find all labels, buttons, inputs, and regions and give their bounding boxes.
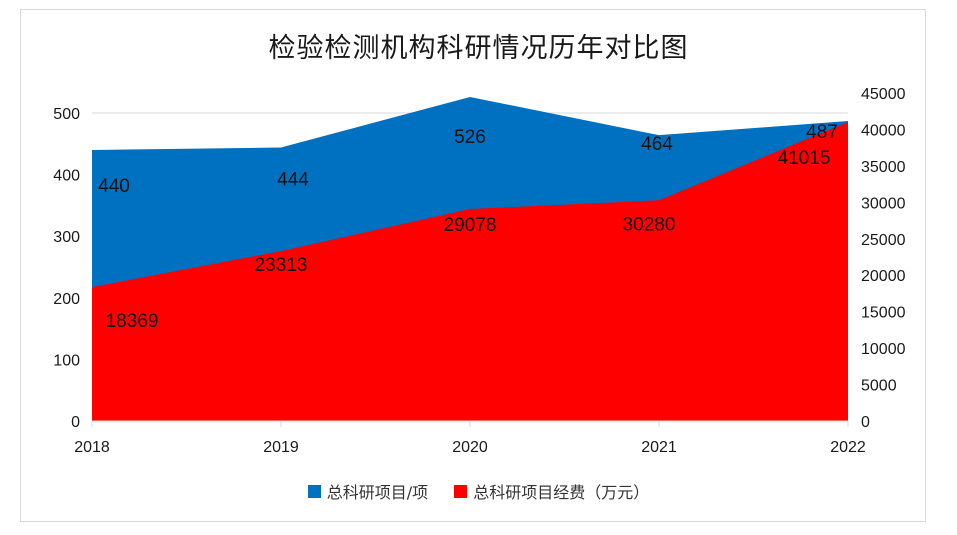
legend-item-projects[interactable]: 总科研项目/项: [307, 479, 429, 503]
y-left-tick-label: 500: [53, 106, 80, 123]
y-right-tick-label: 30000: [861, 195, 906, 212]
data-label-projects: 440: [98, 176, 130, 197]
y-right-tick-label: 45000: [861, 86, 906, 103]
y-left-tick-label: 400: [53, 168, 80, 185]
x-axis: 2018 2019 2020 2021 2022: [74, 420, 866, 456]
legend: 总科研项目/项 总科研项目经费（万元）: [0, 479, 957, 503]
x-tick-label: 2018: [74, 439, 110, 456]
data-label-funding: 30280: [623, 214, 676, 235]
y-axis-right: 0 5000 10000 15000 20000 25000 30000 35000 40000…: [861, 86, 906, 431]
x-tick-label: 2022: [830, 439, 866, 456]
legend-item-funding[interactable]: 总科研项目经费（万元）: [454, 479, 649, 503]
y-left-tick-label: 100: [53, 352, 80, 369]
x-tick-label: 2021: [641, 439, 677, 456]
data-label-funding: 23313: [255, 255, 308, 276]
legend-swatch-red: [454, 484, 468, 498]
y-right-tick-label: 5000: [861, 378, 897, 395]
y-right-tick-label: 20000: [861, 268, 906, 285]
legend-label-funding: 总科研项目经费（万元）: [473, 483, 650, 502]
data-label-projects: 487: [806, 122, 838, 143]
y-right-tick-label: 0: [861, 414, 870, 431]
area-funding: [92, 122, 848, 422]
y-axis-left: 0 100 200 300 400 500: [53, 106, 80, 431]
y-left-tick-label: 0: [71, 414, 80, 431]
data-label-projects: 464: [641, 134, 673, 155]
data-label-funding: 29078: [444, 215, 497, 236]
x-tick-label: 2020: [452, 439, 488, 456]
data-label-projects: 526: [454, 127, 486, 148]
legend-label-projects: 总科研项目/项: [326, 483, 429, 502]
y-right-tick-label: 35000: [861, 159, 906, 176]
data-label-funding: 18369: [106, 311, 159, 332]
data-label-projects: 444: [277, 169, 309, 190]
y-left-tick-label: 200: [53, 291, 80, 308]
y-left-tick-label: 300: [53, 229, 80, 246]
x-tick-label: 2019: [263, 439, 299, 456]
y-right-tick-label: 15000: [861, 305, 906, 322]
data-label-funding: 41015: [778, 148, 831, 169]
data-labels: 440 444 526 464 487 18369 23313 29078 30280 41015: [98, 122, 838, 332]
area-series: [92, 96, 848, 422]
y-right-tick-label: 25000: [861, 232, 906, 249]
chart-title: 检验检测机构科研情况历年对比图: [268, 33, 689, 64]
y-right-tick-label: 40000: [861, 122, 906, 139]
y-right-tick-label: 10000: [861, 341, 906, 358]
legend-swatch-blue: [307, 484, 321, 498]
